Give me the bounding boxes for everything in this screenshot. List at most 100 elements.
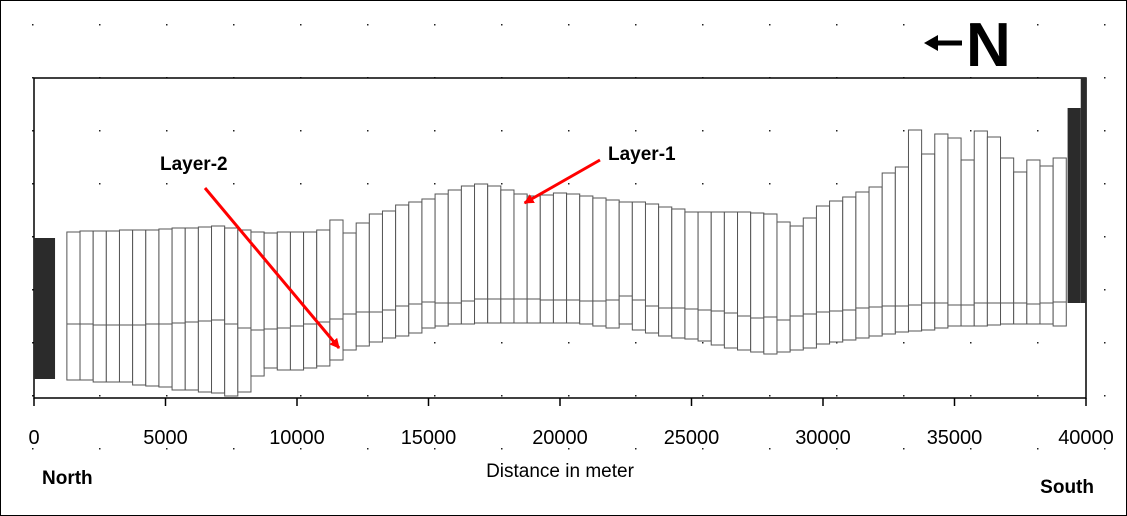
grid-dot bbox=[166, 24, 168, 26]
grid-dot bbox=[501, 342, 503, 344]
model-column bbox=[605, 199, 620, 329]
grid-dot bbox=[635, 342, 637, 344]
grid-dot bbox=[702, 395, 704, 397]
x-axis-title: Distance in meter bbox=[486, 461, 635, 482]
grid-dot bbox=[1104, 183, 1106, 185]
model-column bbox=[855, 191, 870, 339]
grid-dot bbox=[32, 448, 34, 450]
grid-dot bbox=[32, 342, 34, 344]
x-tick-label: 0 bbox=[28, 427, 39, 449]
grid-dot bbox=[434, 130, 436, 132]
model-column bbox=[934, 133, 949, 329]
model-column bbox=[1013, 171, 1028, 325]
model-column bbox=[566, 193, 581, 324]
x-tick-label: 30000 bbox=[795, 427, 851, 449]
grid-dot bbox=[903, 130, 905, 132]
model-column bbox=[184, 227, 199, 391]
grid-dot bbox=[568, 448, 570, 450]
model-column bbox=[881, 172, 896, 335]
model-column bbox=[303, 231, 318, 369]
model-column bbox=[460, 185, 476, 325]
x-tick-label: 5000 bbox=[143, 427, 188, 449]
model-column bbox=[132, 229, 147, 386]
model-column bbox=[171, 227, 186, 391]
grid-dot bbox=[1104, 289, 1106, 291]
boundary-block-right bbox=[1067, 108, 1081, 303]
model-column bbox=[1000, 157, 1015, 325]
grid-dot bbox=[836, 395, 838, 397]
layer-2-label: Layer-2 bbox=[160, 154, 228, 175]
grid-dot bbox=[99, 395, 101, 397]
grid-dot bbox=[702, 183, 704, 185]
model-column bbox=[658, 206, 673, 337]
x-axis-tick-labels: 0 5000 10000 15000 20000 25000 30000 35000 40000 bbox=[28, 427, 1113, 449]
model-column bbox=[263, 232, 278, 369]
grid-dot bbox=[702, 342, 704, 344]
model-column bbox=[539, 194, 554, 324]
x-tick-label: 20000 bbox=[532, 427, 588, 449]
model-column bbox=[145, 229, 160, 387]
grid-dot bbox=[1104, 130, 1106, 132]
grid-dot bbox=[166, 448, 168, 450]
grid-dot bbox=[1104, 448, 1106, 450]
model-column bbox=[211, 225, 226, 394]
grid-dot bbox=[970, 448, 972, 450]
boundary-block-left bbox=[34, 238, 56, 379]
grid-dot bbox=[1037, 130, 1039, 132]
grid-dot bbox=[233, 183, 235, 185]
grid-dot bbox=[300, 448, 302, 450]
model-column bbox=[763, 213, 778, 355]
grid-dot bbox=[635, 448, 637, 450]
model-column bbox=[907, 129, 923, 332]
grid-dot bbox=[568, 130, 570, 132]
grid-dot bbox=[367, 395, 369, 397]
model-column bbox=[92, 230, 107, 383]
grid-dot bbox=[166, 130, 168, 132]
grid-dot bbox=[434, 24, 436, 26]
layer-2-arrow bbox=[203, 187, 341, 349]
grid-dot bbox=[635, 395, 637, 397]
grid-dot bbox=[233, 448, 235, 450]
grid-dot bbox=[1037, 342, 1039, 344]
grid-dot bbox=[635, 130, 637, 132]
grid-dot bbox=[702, 130, 704, 132]
grid-dot bbox=[1104, 24, 1106, 26]
model-column bbox=[1026, 159, 1041, 325]
grid-dot bbox=[434, 183, 436, 185]
model-column bbox=[710, 211, 725, 346]
grid-dot bbox=[434, 342, 436, 344]
grid-dot bbox=[769, 183, 771, 185]
grid-dot bbox=[970, 130, 972, 132]
model-column bbox=[802, 217, 817, 349]
model-column bbox=[723, 211, 739, 349]
model-column bbox=[79, 230, 94, 381]
grid-dot bbox=[769, 130, 771, 132]
grid-dot bbox=[1037, 24, 1039, 26]
model-column bbox=[960, 159, 975, 327]
grid-dot bbox=[367, 24, 369, 26]
model-column bbox=[158, 228, 173, 388]
model-column bbox=[697, 211, 712, 342]
x-tick-label: 25000 bbox=[664, 427, 720, 449]
grid-dot bbox=[568, 183, 570, 185]
model-column bbox=[66, 231, 81, 381]
grid-dot bbox=[32, 395, 34, 397]
south-side-label: South bbox=[1040, 477, 1094, 498]
grid-dot bbox=[367, 130, 369, 132]
grid-dot bbox=[1104, 395, 1106, 397]
boundary-block-right bbox=[1080, 78, 1086, 303]
model-column bbox=[842, 196, 857, 341]
layer-1-label: Layer-1 bbox=[608, 144, 676, 165]
grid-dot bbox=[568, 342, 570, 344]
grid-dot bbox=[1037, 395, 1039, 397]
grid-dot bbox=[836, 183, 838, 185]
grid-dot bbox=[32, 77, 34, 79]
grid-dot bbox=[233, 24, 235, 26]
grid-dot bbox=[32, 183, 34, 185]
grid-dot bbox=[1104, 236, 1106, 238]
model-column bbox=[474, 183, 489, 324]
model-column bbox=[368, 213, 383, 343]
model-column bbox=[552, 192, 568, 324]
grid-dot bbox=[434, 395, 436, 397]
model-column bbox=[408, 201, 423, 334]
